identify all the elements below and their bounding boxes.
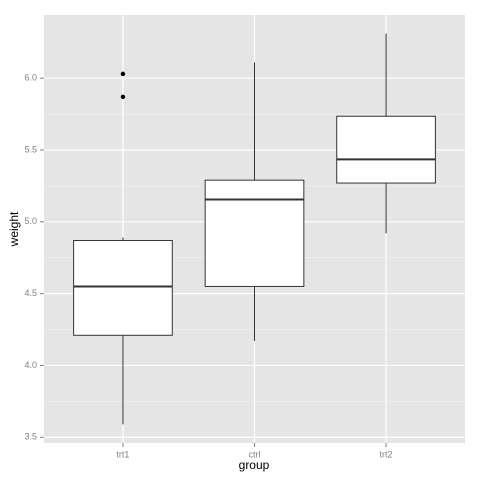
y-tick-label: 5.5 — [24, 144, 37, 154]
box — [204, 179, 305, 287]
y-axis-label: weight — [7, 211, 21, 247]
y-tick-label: 6.0 — [24, 73, 37, 83]
box — [336, 115, 436, 184]
y-tick-label: 4.0 — [24, 360, 37, 370]
y-tick-label: 3.5 — [24, 432, 37, 442]
outlier — [120, 94, 126, 100]
x-tick-label: trt2 — [380, 449, 393, 459]
y-tick-label: 4.5 — [24, 288, 37, 298]
y-tick-label: 5.0 — [24, 216, 37, 226]
x-tick-label: ctrl — [249, 449, 261, 459]
outlier — [120, 71, 126, 77]
box — [73, 239, 173, 336]
x-tick-label: trt1 — [116, 449, 129, 459]
x-axis-label: group — [239, 458, 270, 472]
